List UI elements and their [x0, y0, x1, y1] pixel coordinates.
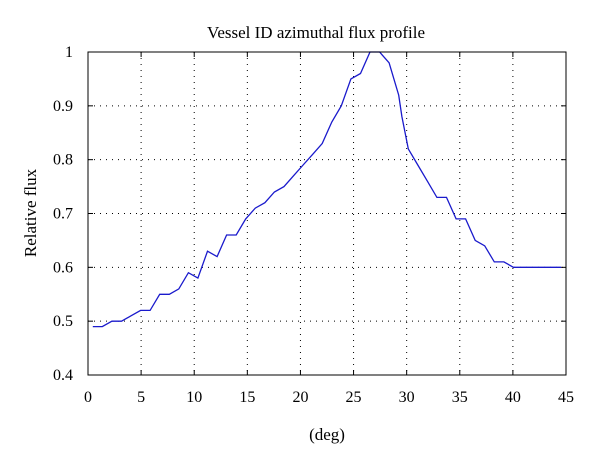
x-tick-label: 30	[399, 389, 415, 406]
x-tick-label: 35	[452, 389, 468, 406]
y-tick-label: 0.5	[53, 313, 73, 330]
series-layer	[92, 51, 562, 328]
axis-ticks: 0 5 10 15 20 25 30 35 40 45 0.4 0.5 0.6 0.7 0.8 0.9 1	[53, 44, 574, 406]
y-tick-label: 1	[65, 44, 73, 61]
x-tick-label: 25	[346, 389, 362, 406]
plot-area-frame	[87, 51, 567, 376]
y-tick-label: 0.6	[53, 259, 73, 276]
x-axis-label: (deg)	[309, 425, 345, 444]
y-axis-label: Relative flux	[21, 168, 40, 257]
y-tick-label: 0.8	[53, 152, 73, 169]
x-tick-label: 45	[558, 389, 574, 406]
x-tick-label: 0	[84, 389, 92, 406]
flux-profile-line	[92, 51, 562, 328]
chart-title: Vessel ID azimuthal flux profile	[207, 23, 425, 42]
x-tick-label: 40	[505, 389, 521, 406]
x-tick-label: 10	[186, 389, 202, 406]
y-tick-label: 0.7	[53, 206, 73, 223]
y-tick-label: 0.4	[53, 367, 73, 384]
y-tick-label: 0.9	[53, 98, 73, 115]
x-tick-label: 15	[239, 389, 255, 406]
x-tick-label: 5	[137, 389, 145, 406]
grid	[88, 52, 566, 375]
x-tick-label: 20	[292, 389, 308, 406]
